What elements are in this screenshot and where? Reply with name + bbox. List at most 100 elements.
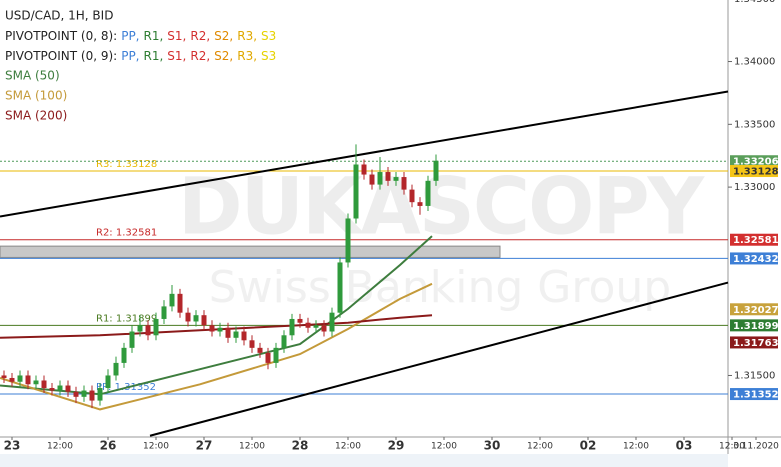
price-label: 1.33206 bbox=[733, 157, 779, 168]
candle-body bbox=[129, 331, 135, 348]
candle-body bbox=[9, 377, 15, 382]
candle-body bbox=[33, 380, 39, 385]
candle-body bbox=[73, 391, 79, 397]
candle-body bbox=[241, 331, 247, 341]
candle-body bbox=[233, 331, 239, 338]
candle-body bbox=[65, 385, 71, 392]
candle-body bbox=[153, 318, 159, 336]
pivot-legend-item: R1, bbox=[144, 29, 164, 43]
candle-body bbox=[25, 375, 31, 385]
legend-entry: SMA (100) bbox=[5, 89, 67, 103]
candle-body bbox=[161, 306, 167, 319]
y-tick-label: 1.33000 bbox=[734, 182, 775, 193]
y-tick-label: 1.34000 bbox=[734, 57, 775, 68]
candle-body bbox=[305, 322, 311, 328]
candle-body bbox=[345, 218, 351, 263]
candle-body bbox=[401, 177, 407, 190]
candle-body bbox=[409, 189, 415, 203]
watermark: DUKASCOPY Swiss Banking Group bbox=[178, 162, 708, 313]
candle-body bbox=[113, 362, 119, 376]
candle-body bbox=[49, 388, 55, 391]
price-label-box bbox=[730, 252, 778, 265]
pivot-legend-item: R2, bbox=[190, 29, 210, 43]
zone bbox=[0, 245, 501, 258]
price-label: 1.31352 bbox=[733, 390, 779, 401]
candle-body bbox=[249, 340, 255, 348]
candle-body bbox=[81, 390, 87, 397]
pivot-legend-item: R1, bbox=[144, 49, 164, 63]
candle-body bbox=[41, 380, 47, 389]
candle-body bbox=[273, 347, 279, 363]
x-tick-label: 12:00 bbox=[527, 442, 553, 452]
y-tick-label: 1.33500 bbox=[734, 119, 775, 130]
candle-body bbox=[353, 164, 359, 219]
x-tick-label: 12:00 bbox=[431, 442, 457, 452]
x-tick-label: 26 bbox=[100, 439, 117, 453]
candle-body bbox=[433, 160, 439, 181]
candle-body bbox=[225, 327, 231, 338]
x-tick-label: 23 bbox=[4, 439, 21, 453]
price-label: 1.32027 bbox=[733, 305, 779, 316]
pivot-label: R3: 1.33128 bbox=[96, 159, 157, 170]
x-tick-label: 3.11.2020 bbox=[733, 442, 779, 452]
x-tick-label: 29 bbox=[388, 439, 405, 453]
candle-body bbox=[169, 293, 175, 307]
x-tick-label: 02 bbox=[580, 439, 597, 453]
pivot-legend: PIVOTPOINT (0, 8): PP, R1, S1, R2, S2, R3, S3 bbox=[5, 29, 276, 43]
candle-body bbox=[217, 327, 223, 332]
candle-body bbox=[1, 375, 7, 378]
candle-body bbox=[289, 318, 295, 336]
x-tick-label: 30 bbox=[484, 439, 501, 453]
candle-body bbox=[417, 202, 423, 206]
candle-body bbox=[145, 325, 151, 336]
candle-body bbox=[105, 375, 111, 389]
pivot-legend-prefix: PIVOTPOINT (0, 9): bbox=[5, 49, 117, 63]
x-tick-label: 12:00 bbox=[143, 442, 169, 452]
trendline bbox=[0, 90, 729, 218]
pivot-legend-item: S3 bbox=[261, 29, 276, 43]
price-label: 1.31899 bbox=[733, 321, 779, 332]
price-label-box bbox=[730, 303, 778, 316]
x-tick-label: 27 bbox=[196, 439, 213, 453]
candle-body bbox=[281, 335, 287, 348]
pivot-legend-prefix: PIVOTPOINT (0, 8): bbox=[5, 29, 117, 43]
watermark-text: Swiss Banking Group bbox=[209, 262, 671, 313]
pivot-legend-item: S2, bbox=[214, 29, 233, 43]
candle-body bbox=[297, 318, 303, 323]
price-label: 1.31763 bbox=[733, 338, 779, 349]
candle-body bbox=[177, 293, 183, 313]
pivot-legend-item: S2, bbox=[214, 49, 233, 63]
pivot-label: R2: 1.32581 bbox=[96, 228, 157, 239]
pivot-legend-item: R2, bbox=[190, 49, 210, 63]
candle-body bbox=[361, 164, 367, 175]
candle-body bbox=[121, 347, 127, 363]
candle-body bbox=[89, 390, 95, 401]
legend: USD/CAD, 1H, BID PIVOTPOINT (0, 8): PP, R1,… bbox=[5, 9, 276, 123]
pivot-legend-item: S1, bbox=[167, 49, 186, 63]
price-label: 1.32432 bbox=[733, 254, 779, 265]
x-tick-label: 03 bbox=[676, 439, 693, 453]
candle-body bbox=[185, 312, 191, 322]
price-label-box bbox=[730, 319, 778, 332]
candle-body bbox=[193, 315, 199, 322]
sma-line bbox=[0, 282, 433, 411]
x-tick-label: 28 bbox=[292, 439, 309, 453]
candle-body bbox=[313, 325, 319, 328]
candle-body bbox=[377, 172, 383, 185]
pivot-legend-item: S1, bbox=[167, 29, 186, 43]
price-label-box bbox=[730, 336, 778, 349]
pivot-legend-item: R3, bbox=[237, 49, 257, 63]
candle-body bbox=[57, 385, 63, 391]
candle-body bbox=[385, 172, 391, 181]
legend-entry: SMA (50) bbox=[5, 69, 60, 83]
candle-body bbox=[17, 375, 23, 382]
axes: 1.31500 1.33000 1.33500 1.34000 1.34500 1.332… bbox=[4, 0, 780, 453]
candle-body bbox=[329, 312, 335, 332]
y-tick-label: 1.34500 bbox=[734, 0, 775, 5]
pivot-legend-item: PP, bbox=[121, 29, 139, 43]
legend-title: USD/CAD, 1H, BID bbox=[5, 9, 113, 23]
candle-body bbox=[257, 347, 263, 353]
